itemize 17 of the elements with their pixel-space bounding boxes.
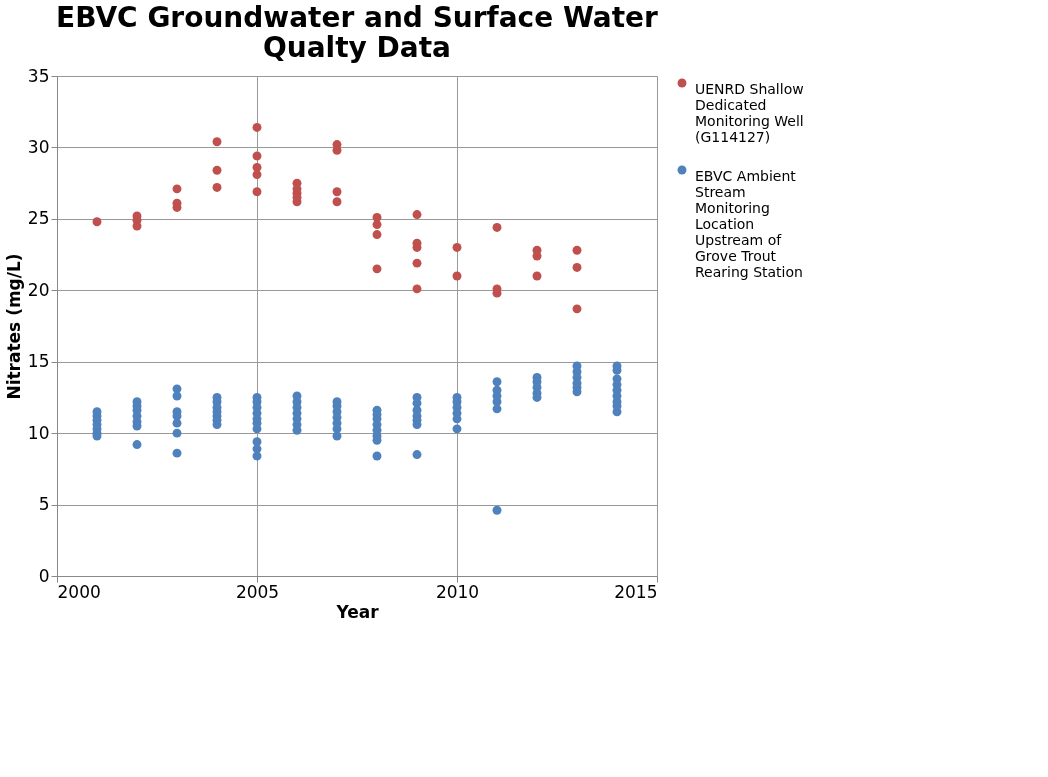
legend-label: EBVC Ambient Stream Monitoring Location Upstream of Grove Trout Rearing Station xyxy=(695,168,803,280)
y-tick-label: 25 xyxy=(27,208,50,229)
x-tick-label: 2000 xyxy=(57,581,101,602)
y-tick-label: 20 xyxy=(27,279,50,300)
y-tick-label: 0 xyxy=(38,565,50,586)
y-tick-label: 30 xyxy=(27,136,50,157)
y-tick-label: 35 xyxy=(27,65,50,86)
y-tick-label: 5 xyxy=(38,494,50,515)
x-tick-label: 2010 xyxy=(435,581,480,602)
x-tick-label: 2015 xyxy=(614,581,658,602)
chart-title: EBVC Groundwater and Surface Water Qualty Data xyxy=(56,1,659,64)
legend-label: UENRD Shallow Dedicated Monitoring Well (G114127) xyxy=(695,81,804,145)
y-axis-title: Nitrates (mg/L) xyxy=(3,253,24,400)
y-tick-label: 15 xyxy=(27,351,50,372)
x-tick-label: 2005 xyxy=(235,581,280,602)
y-tick-label: 10 xyxy=(27,422,50,443)
x-axis-title: Year xyxy=(335,601,380,622)
